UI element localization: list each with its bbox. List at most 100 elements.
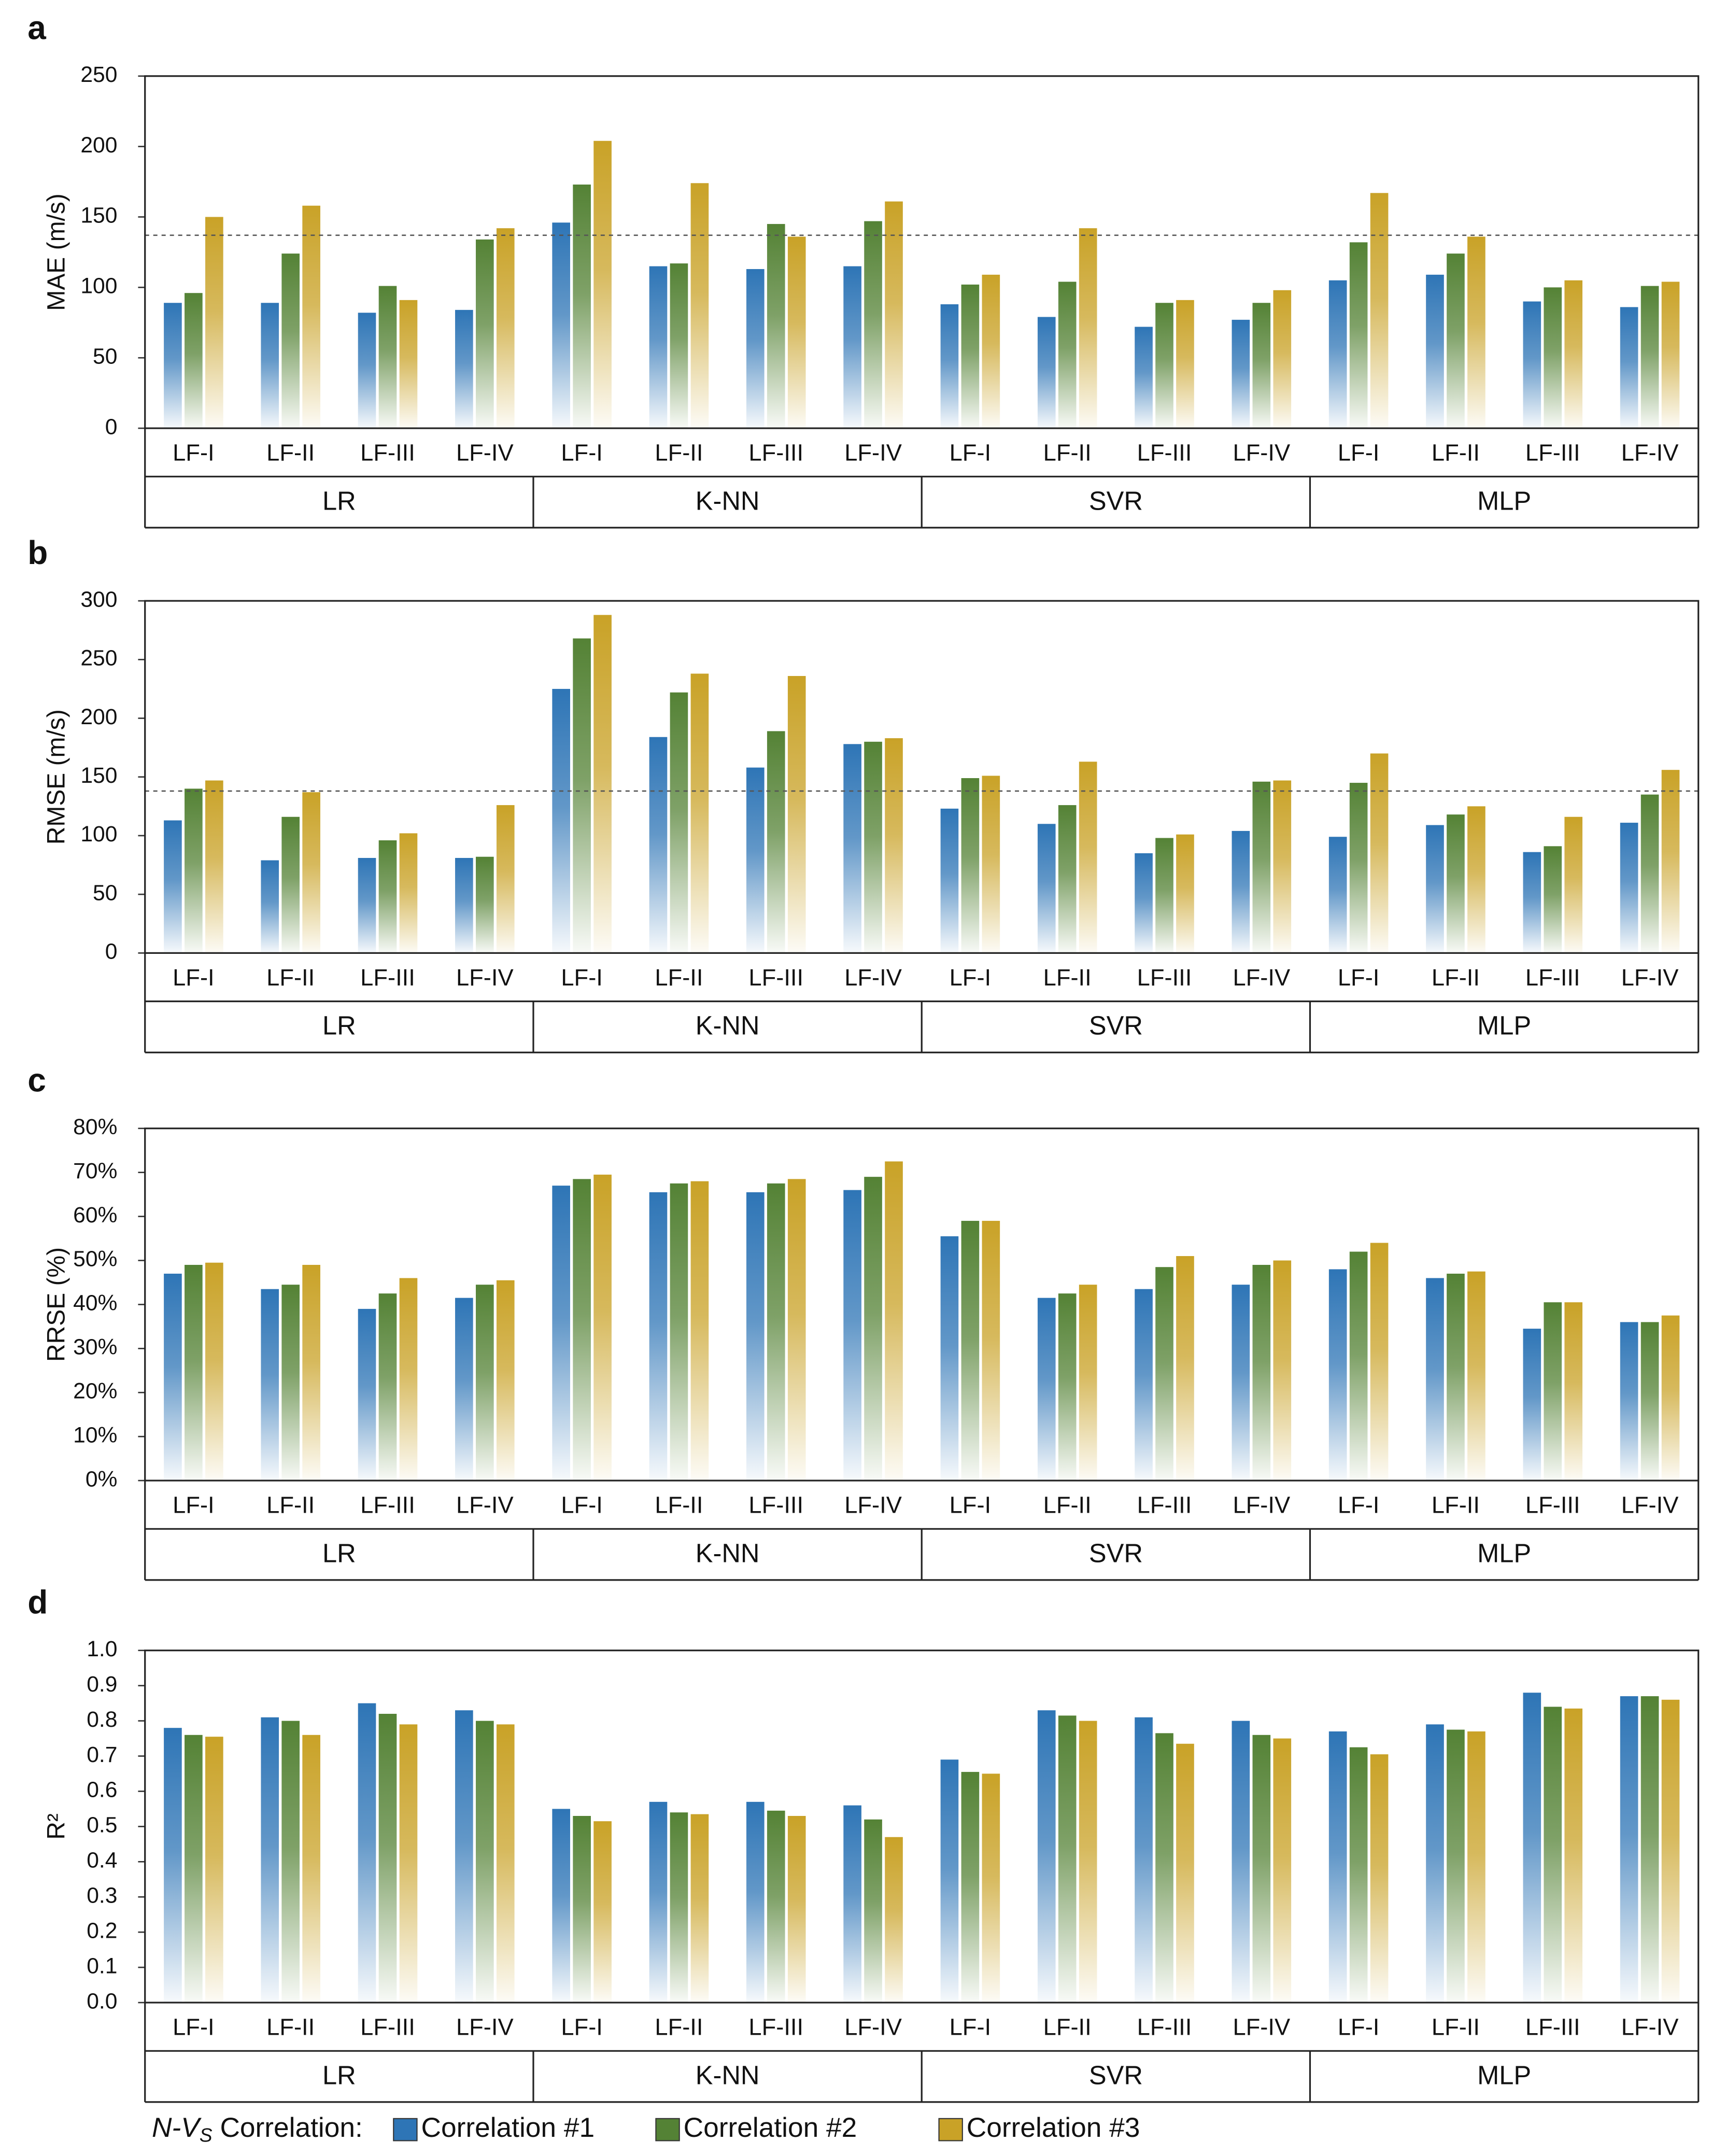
bar [261,303,279,429]
bar [1544,1707,1562,2003]
bar [185,788,203,953]
x-tick-label: LF-II [266,440,315,466]
y-axis-label: RRSE (%) [43,1247,70,1362]
bar [455,1298,473,1481]
bar [185,1264,203,1481]
bar [1426,1724,1444,2003]
bar [205,780,223,953]
bar [1135,1717,1153,2003]
bar [1467,236,1486,429]
y-tick-label: 30% [73,1335,117,1360]
legend-label: Correlation #1 [421,2112,595,2143]
x-tick-label: LF-I [173,964,214,991]
x-tick-label: LF-III [360,964,415,991]
y-tick-label: 0.1 [87,1953,117,1978]
bar [787,236,806,429]
bar [885,201,903,429]
group-label: MLP [1477,2060,1531,2090]
bar [961,1772,980,2003]
y-tick-label: 0.6 [87,1778,117,1802]
bar [496,805,515,953]
bar [378,840,397,953]
bar [1273,1260,1292,1481]
x-tick-label: LF-III [1525,2014,1580,2040]
bar [1079,228,1097,429]
bar [378,1293,397,1481]
x-tick-label: LF-IV [1233,440,1290,466]
bar [573,184,591,429]
bar [1426,1278,1444,1481]
x-tick-label: LF-IV [456,1492,514,1518]
bar [1640,794,1659,953]
bar [767,1183,785,1481]
bar [1620,1696,1638,2003]
y-tick-label: 0.7 [87,1742,117,1767]
y-tick-label: 0.5 [87,1813,117,1838]
bar [164,1273,182,1481]
bar [746,269,765,429]
bar [455,309,473,429]
bar [787,1179,806,1481]
panel-label: a [27,9,46,47]
bar [573,638,591,953]
bar [455,1710,473,2003]
y-tick-label: 0 [105,414,118,439]
x-tick-label: LF-I [561,1492,602,1518]
bar [593,1174,612,1481]
bar [573,1816,591,2003]
x-tick-label: LF-I [173,1492,214,1518]
bar [1426,825,1444,953]
plot-frame [144,1650,1700,2004]
y-axis-label: R² [43,1813,70,1840]
x-tick-label: LF-III [748,1492,803,1518]
bar [1058,281,1077,429]
bar [1232,319,1250,429]
y-tick-label: 50 [93,880,117,905]
bar [358,313,376,429]
bar [593,1821,612,2003]
bar [767,731,785,953]
y-tick-label: 0.0 [87,1989,117,2013]
bar [1661,1699,1680,2003]
bar [1349,1747,1368,2003]
y-tick-label: 200 [80,704,117,729]
bar [843,744,861,953]
panel-label: c [27,1062,46,1099]
x-tick-label: LF-IV [1621,2014,1679,2040]
x-tick-label: LF-II [266,2014,315,2040]
bar [1661,770,1680,953]
x-tick-label: LF-II [1043,440,1092,466]
bar [1037,317,1056,429]
x-tick-label: LF-III [748,2014,803,2040]
bar [961,284,980,429]
bar [496,1280,515,1481]
bar [1273,780,1292,953]
bar [281,816,300,953]
x-tick-label: LF-IV [1233,1492,1290,1518]
bar [1620,823,1638,953]
x-tick-label: LF-I [1338,440,1379,466]
bar [552,222,570,429]
bar [864,221,882,429]
bar [475,856,494,953]
bar [164,820,182,953]
bar [378,286,397,429]
bar [281,253,300,429]
bar [593,615,612,953]
bar [399,300,418,429]
bar [399,1724,418,2003]
bar [864,1819,882,2003]
bar [940,1759,959,2003]
x-tick-label: LF-III [360,1492,415,1518]
y-tick-label: 250 [80,62,117,87]
bar [302,792,320,953]
bar [787,676,806,953]
bar [1135,1289,1153,1481]
bar [1252,1264,1271,1481]
bar [261,860,279,953]
y-tick-label: 250 [80,646,117,671]
bar [1544,287,1562,429]
bar [843,1805,861,2003]
y-tick-label: 200 [80,133,117,158]
plot-frame [144,1128,1700,1482]
